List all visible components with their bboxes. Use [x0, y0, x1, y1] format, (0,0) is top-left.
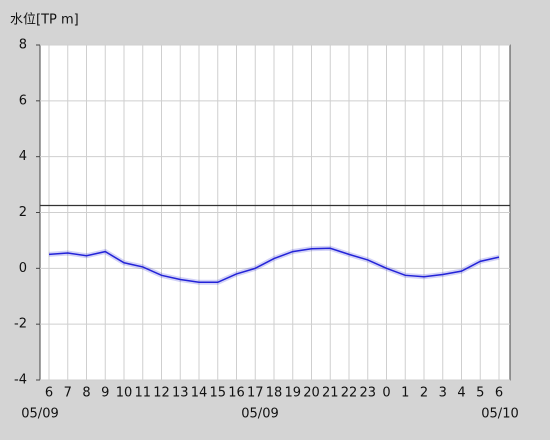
y-tick-label: 8	[19, 38, 27, 53]
x-tick-label: 8	[82, 386, 90, 401]
x-tick-label: 0	[382, 386, 390, 401]
x-tick-label: 12	[153, 386, 170, 401]
x-tick-label: 23	[359, 386, 376, 401]
x-tick-label: 22	[341, 386, 358, 401]
x-tick-label: 13	[172, 386, 189, 401]
x-tick-label: 3	[439, 386, 447, 401]
x-tick-label: 11	[134, 386, 151, 401]
x-tick-label: 7	[64, 386, 72, 401]
y-tick-label: -2	[14, 317, 27, 332]
y-tick-label: 0	[19, 261, 27, 276]
y-tick-label: 6	[19, 93, 27, 108]
x-tick-label: 15	[209, 386, 226, 401]
x-tick-label: 9	[101, 386, 109, 401]
x-tick-label: 16	[228, 386, 245, 401]
y-tick-label: 4	[19, 149, 27, 164]
x-tick-label: 10	[116, 386, 133, 401]
x-tick-label: 6	[495, 386, 503, 401]
date-label: 05/09	[21, 407, 58, 422]
x-tick-label: 19	[284, 386, 301, 401]
x-tick-label: 14	[191, 386, 208, 401]
x-tick-label: 18	[266, 386, 283, 401]
x-tick-label: 4	[457, 386, 465, 401]
y-tick-label: 2	[19, 205, 27, 220]
date-label: 05/10	[481, 407, 518, 422]
x-tick-label: 1	[401, 386, 409, 401]
x-tick-label: 5	[476, 386, 484, 401]
x-tick-label: 21	[322, 386, 339, 401]
x-tick-label: 2	[420, 386, 428, 401]
x-tick-label: 6	[45, 386, 53, 401]
x-tick-label: 17	[247, 386, 264, 401]
data-line	[48, 247, 500, 284]
y-axis-label: 水位[TP m]	[10, 13, 79, 28]
x-tick-label: 20	[303, 386, 320, 401]
date-label: 05/09	[241, 407, 278, 422]
y-tick-label: -4	[14, 373, 27, 388]
